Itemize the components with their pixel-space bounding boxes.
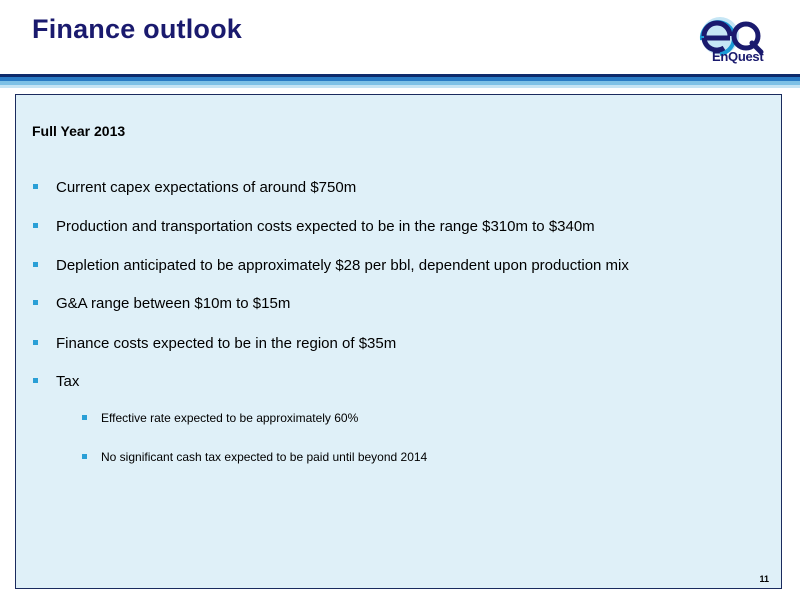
enquest-logo	[699, 17, 764, 56]
bullet-item: G&A range between $10m to $15m	[33, 295, 291, 312]
sub-bullet-text: Effective rate expected to be approximat…	[101, 411, 359, 425]
bullet-text: Depletion anticipated to be approximatel…	[56, 257, 629, 274]
square-bullet-icon	[82, 415, 87, 420]
sub-bullet-item: No significant cash tax expected to be p…	[82, 450, 428, 464]
header-stripe-pale	[0, 85, 800, 88]
bullet-text: Tax	[56, 373, 80, 390]
square-bullet-icon	[33, 378, 38, 383]
square-bullet-icon	[33, 223, 38, 228]
bullet-item: Tax	[33, 373, 80, 390]
slide-title: Finance outlook	[32, 14, 243, 44]
panel-heading: Full Year 2013	[32, 123, 126, 139]
square-bullet-icon	[33, 262, 38, 267]
bullet-text: G&A range between $10m to $15m	[56, 295, 291, 312]
page-number: 11	[759, 574, 769, 584]
bullet-text: Production and transportation costs expe…	[56, 218, 595, 235]
square-bullet-icon	[33, 340, 38, 345]
square-bullet-icon	[82, 454, 87, 459]
bullet-text: Finance costs expected to be in the regi…	[56, 335, 397, 352]
header-stripe-dark	[0, 74, 800, 77]
logo-wordmark: EnQuest	[712, 49, 764, 64]
bullet-item: Production and transportation costs expe…	[33, 218, 595, 235]
bullet-item: Current capex expectations of around $75…	[33, 179, 357, 196]
bullet-item: Depletion anticipated to be approximatel…	[33, 257, 629, 274]
bullet-text: Current capex expectations of around $75…	[56, 179, 357, 196]
square-bullet-icon	[33, 184, 38, 189]
bullet-item: Finance costs expected to be in the regi…	[33, 335, 397, 352]
header-stripe-light	[0, 81, 800, 85]
header-stripe-blue	[0, 77, 800, 81]
sub-bullet-item: Effective rate expected to be approximat…	[82, 411, 359, 425]
square-bullet-icon	[33, 300, 38, 305]
content-panel: Full Year 2013 Current capex expectation…	[15, 94, 782, 589]
sub-bullet-text: No significant cash tax expected to be p…	[101, 450, 428, 464]
